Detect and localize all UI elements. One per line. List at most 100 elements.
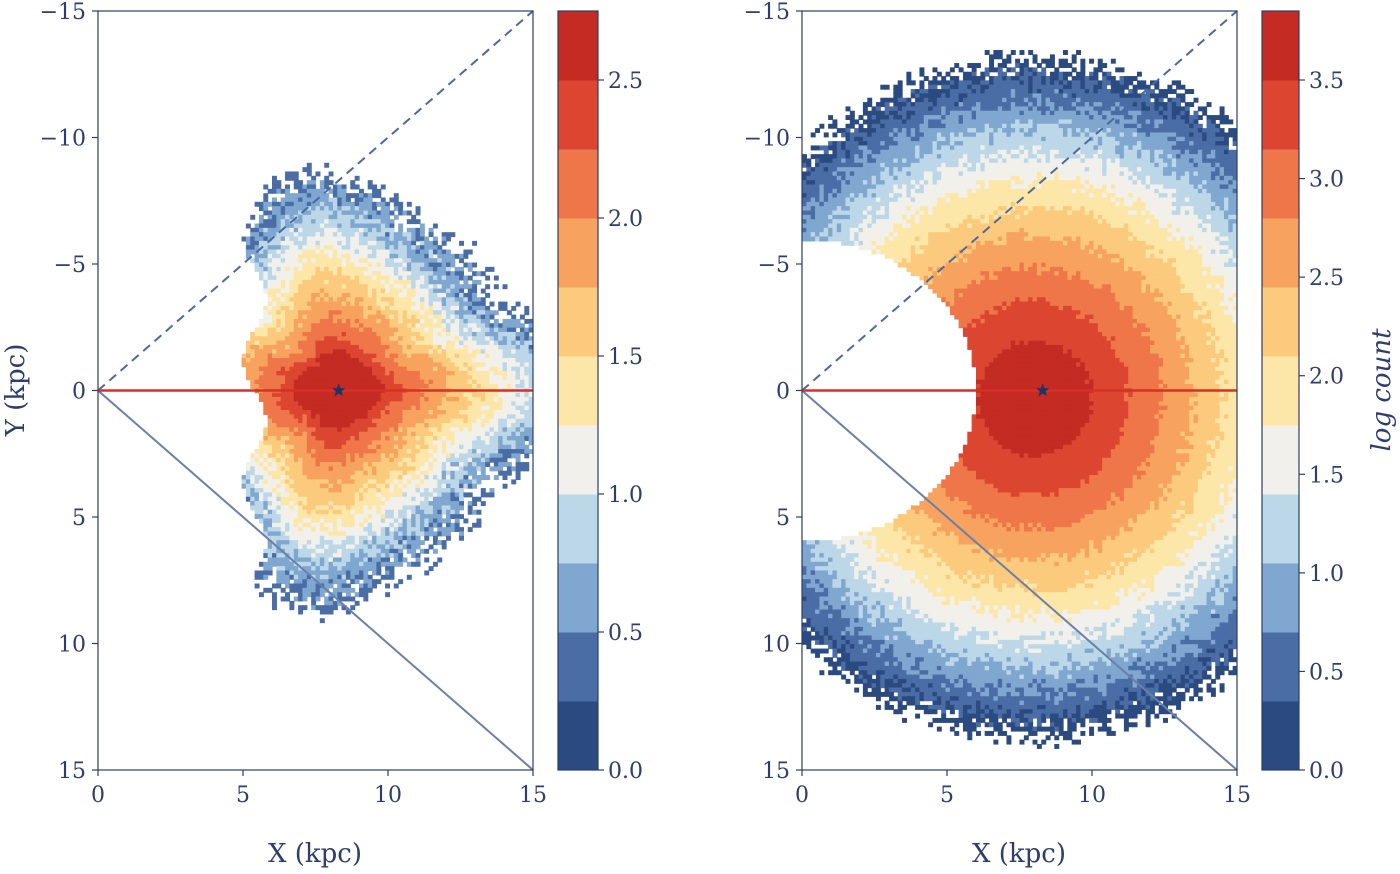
density-cell [416, 289, 421, 294]
density-cell [329, 471, 334, 476]
density-cell [285, 362, 290, 367]
density-cell [424, 453, 429, 458]
density-cell [272, 271, 277, 276]
density-cell [416, 518, 421, 523]
density-cell [446, 445, 451, 450]
density-cell [333, 510, 338, 515]
density-cell [363, 211, 368, 216]
density-cell [355, 601, 360, 606]
density-cell [511, 397, 516, 402]
density-cell [394, 358, 399, 363]
density-cell [307, 163, 312, 168]
density-cell [376, 354, 381, 359]
density-cell [281, 579, 286, 584]
density-cell [268, 345, 273, 350]
density-cell [450, 358, 455, 363]
density-cell [285, 414, 290, 419]
density-cell [389, 245, 394, 250]
density-cell [320, 302, 325, 307]
density-cell [520, 367, 525, 372]
density-cell [398, 579, 403, 584]
density-cell [324, 432, 329, 437]
density-cell [463, 280, 468, 285]
density-cell [420, 527, 425, 532]
density-cell [276, 384, 281, 389]
density-cell [411, 323, 416, 328]
density-cell [429, 267, 434, 272]
density-cell [359, 536, 364, 541]
density-cell [416, 514, 421, 519]
density-cell [285, 293, 290, 298]
density-cell [476, 436, 481, 441]
density-cell [429, 518, 434, 523]
density-cell [263, 315, 268, 320]
density-cell [420, 445, 425, 450]
density-cell [372, 406, 377, 411]
density-cell [346, 319, 351, 324]
density-cell [1063, 59, 1068, 64]
density-cell [324, 206, 329, 211]
density-cell [381, 549, 386, 554]
density-cell [285, 484, 290, 489]
density-cell [507, 358, 512, 363]
density-cell [281, 466, 286, 471]
density-cell [250, 367, 255, 372]
density-cell [476, 453, 481, 458]
density-cell [433, 297, 438, 302]
density-cell [485, 315, 490, 320]
density-cell [250, 336, 255, 341]
density-cell [429, 505, 434, 510]
density-cell [333, 549, 338, 554]
density-cell [398, 427, 403, 432]
density-cell [337, 440, 342, 445]
density-cell [337, 462, 342, 467]
density-cell [420, 228, 425, 233]
density-cell [433, 315, 438, 320]
density-cell [437, 254, 442, 259]
density-cell [490, 371, 495, 376]
density-cell [433, 271, 438, 276]
density-cell [411, 354, 416, 359]
density-cell [285, 171, 290, 176]
density-cell [298, 401, 303, 406]
density-cell [416, 254, 421, 259]
density-cell [333, 211, 338, 216]
density-cell [389, 228, 394, 233]
density-cell [481, 328, 486, 333]
density-cell [333, 423, 338, 428]
density-cell [298, 345, 303, 350]
density-cell [355, 323, 360, 328]
density-cell [294, 232, 299, 237]
density-cell [363, 531, 368, 536]
density-cell [320, 280, 325, 285]
density-cell [302, 167, 307, 172]
density-cell [355, 276, 360, 281]
density-cell [263, 341, 268, 346]
density-cell [294, 501, 299, 506]
density-cell [420, 306, 425, 311]
density-cell [276, 484, 281, 489]
density-cell [311, 562, 316, 567]
density-cell [329, 557, 334, 562]
density-cell [298, 198, 303, 203]
density-cell [468, 492, 473, 497]
density-cell [372, 510, 377, 515]
density-cell [272, 180, 277, 185]
density-cell [511, 432, 516, 437]
density-cell [333, 475, 338, 480]
density-cell [302, 492, 307, 497]
density-cell [472, 427, 477, 432]
density-cell [524, 371, 529, 376]
density-cell [255, 575, 260, 580]
density-cell [320, 267, 325, 272]
density-cell [255, 228, 260, 233]
density-cell [355, 510, 360, 515]
density-cell [498, 345, 503, 350]
density-cell [311, 518, 316, 523]
density-cell [307, 562, 312, 567]
density-cell [368, 436, 373, 441]
density-cell [516, 458, 521, 463]
density-cell [1054, 67, 1059, 72]
density-cell [285, 540, 290, 545]
